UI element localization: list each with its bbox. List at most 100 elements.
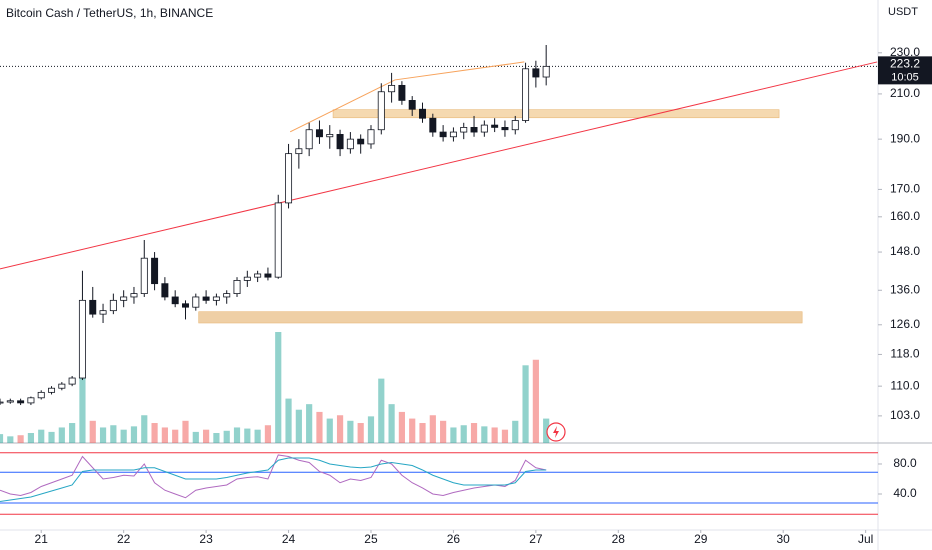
volume-bar	[306, 404, 313, 443]
plot	[0, 45, 882, 533]
x-tick-label: 25	[364, 532, 378, 546]
indicator-line	[0, 457, 547, 502]
alert-icon-bolt	[553, 426, 559, 438]
volume-bar	[7, 436, 14, 443]
x-tick-label: 26	[447, 532, 461, 546]
candle-body	[501, 127, 509, 131]
candle-body	[429, 117, 437, 133]
candle-body	[89, 299, 97, 315]
candle-body	[470, 127, 478, 133]
x-tick-label: 28	[612, 532, 626, 546]
y-tick-label: 136.0	[890, 282, 920, 296]
candle-body	[254, 273, 262, 278]
candle-body	[109, 299, 117, 312]
candle-body	[6, 400, 14, 403]
currency-label: USDT	[888, 6, 918, 18]
candle-body	[408, 100, 416, 110]
volume-bar	[543, 418, 550, 443]
trend-line	[0, 61, 878, 270]
volume-bar	[378, 378, 385, 443]
volume-bar	[285, 398, 292, 443]
candle-body	[78, 299, 86, 379]
volume-bar	[233, 427, 241, 443]
y-tick-label: 126.0	[890, 317, 920, 331]
volume-bar	[316, 411, 323, 443]
y-tick-label: 148.0	[890, 244, 920, 258]
indicator-tick-label: 40.0	[893, 486, 917, 500]
volume-bar	[161, 427, 168, 443]
candle-body	[336, 134, 344, 150]
volume-bar	[110, 425, 117, 443]
volume-bar	[347, 420, 354, 443]
candle-body	[326, 134, 334, 138]
volume-bar	[275, 332, 282, 443]
volume-bar	[17, 435, 24, 443]
volume-bar	[203, 429, 210, 443]
candle-body	[491, 124, 499, 128]
candle-body	[460, 127, 468, 133]
chart-title: Bitcoin Cash / TetherUS, 1h, BINANCE	[6, 6, 213, 20]
candle-body	[274, 202, 282, 278]
candle-body	[171, 296, 179, 305]
volume-bar	[38, 429, 45, 443]
volume-bar	[244, 428, 251, 443]
volume-bar	[481, 426, 488, 443]
volume-bar	[130, 426, 138, 443]
candle-body	[439, 131, 447, 138]
indicator-line	[0, 454, 547, 499]
candle-body	[233, 280, 241, 294]
x-tick-label: 22	[117, 532, 131, 546]
volume-bar	[213, 433, 220, 443]
y-tick-label: 103.0	[890, 408, 920, 422]
candle-body	[511, 120, 519, 131]
candle-body	[202, 296, 210, 301]
candle-body	[17, 400, 25, 404]
volume-bar	[120, 429, 127, 443]
candle-body	[243, 276, 251, 281]
candle-body	[182, 303, 189, 308]
candle-body	[419, 108, 427, 119]
candle-body	[48, 387, 56, 393]
y-tick-label: 160.0	[890, 209, 920, 223]
volume-bar	[295, 409, 302, 443]
candle-body	[522, 68, 530, 121]
y-tick-label: 110.0	[890, 378, 919, 392]
volume-bar	[172, 429, 179, 443]
volume-bar	[357, 423, 364, 443]
volume-bar	[89, 420, 96, 443]
y-tick-label: 210.0	[890, 86, 920, 100]
trend-line	[289, 61, 525, 133]
volume-bar	[182, 420, 189, 443]
x-tick-label: 30	[777, 532, 791, 546]
volume-bar	[27, 433, 35, 443]
volume-bar	[398, 411, 405, 443]
x-tick-label: 27	[529, 532, 543, 546]
candle-body	[285, 153, 293, 204]
candle-body	[27, 397, 35, 404]
x-tick-label: 23	[199, 532, 213, 546]
candle-body	[357, 138, 365, 145]
volume-bar	[254, 429, 261, 443]
volume-bar	[141, 415, 148, 443]
x-tick-label: Jul	[858, 532, 873, 546]
candle-body	[0, 401, 4, 404]
candle-body	[542, 65, 550, 78]
candle-body	[305, 129, 313, 150]
candle-body	[99, 310, 107, 315]
volume-bar	[264, 425, 272, 443]
volume-bar	[532, 359, 539, 443]
volume-bar	[0, 434, 4, 443]
volume-bar	[69, 423, 76, 443]
candle-body	[315, 129, 323, 138]
candle-body	[346, 138, 354, 150]
candle-body	[161, 283, 169, 298]
countdown-label: 10:05	[891, 71, 919, 83]
candle-body	[532, 68, 540, 78]
candle-body	[295, 148, 303, 155]
candle-body	[480, 124, 488, 133]
volume-bar	[450, 427, 457, 443]
x-tick-label: 24	[282, 532, 296, 546]
volume-bar	[440, 420, 447, 443]
volume-bar	[192, 431, 199, 443]
